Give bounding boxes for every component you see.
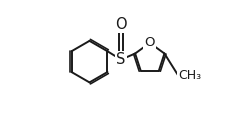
Text: CH₃: CH₃: [178, 68, 201, 82]
Text: O: O: [144, 36, 155, 49]
Text: O: O: [115, 17, 127, 32]
Text: S: S: [116, 52, 126, 67]
